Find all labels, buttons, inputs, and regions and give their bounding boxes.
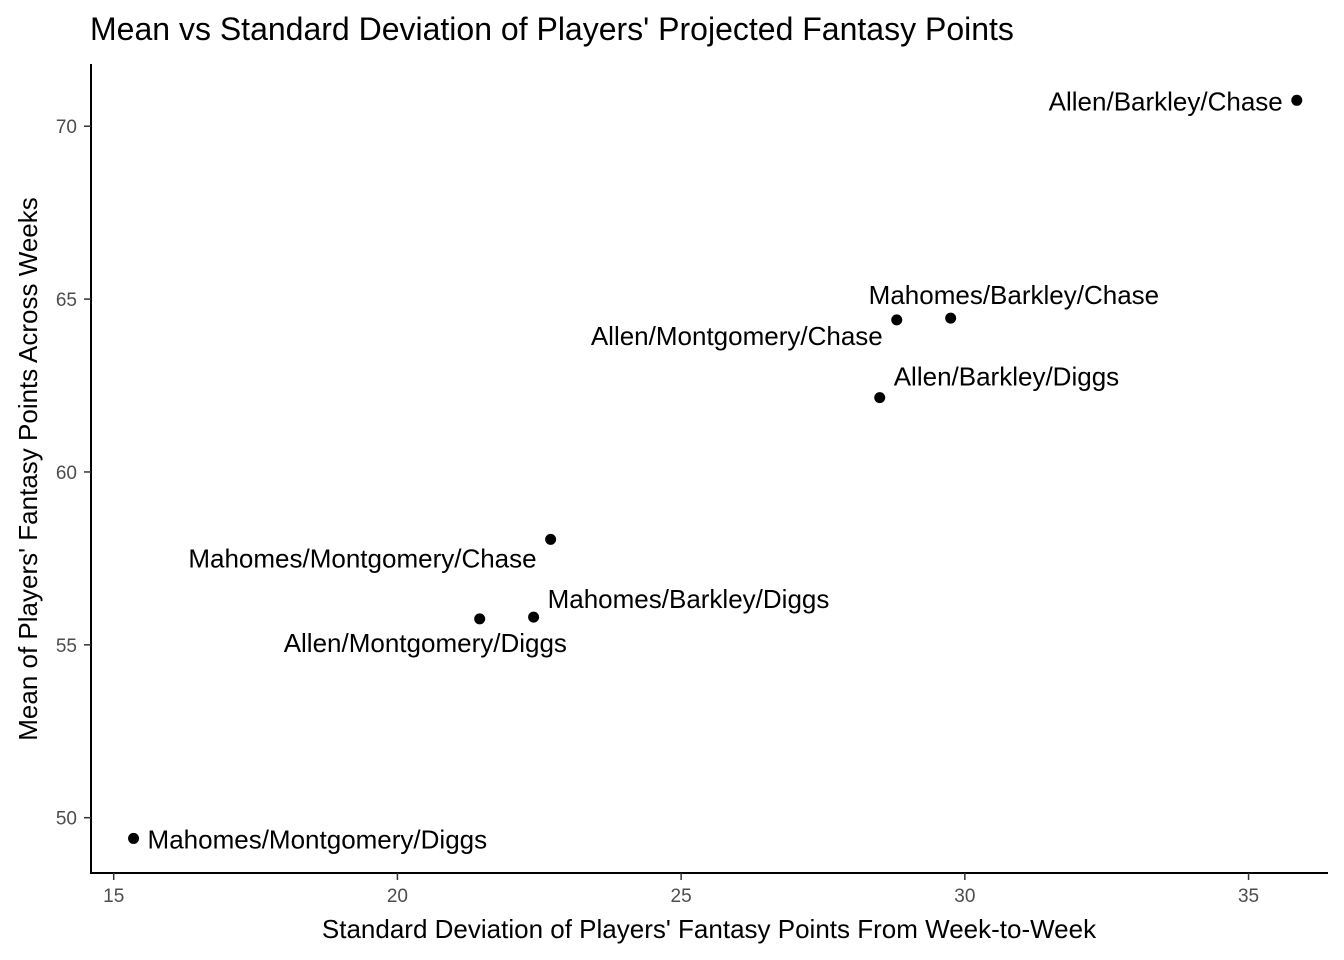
y-tick-label: 70	[56, 117, 77, 138]
point-labels: Allen/Barkley/Chase Mahomes/Barkley/Chase…	[148, 86, 1283, 854]
y-tick-label: 65	[56, 290, 77, 311]
y-tick-label: 60	[56, 463, 77, 484]
x-tick-label: 15	[103, 886, 124, 907]
x-tick-label: 20	[387, 886, 408, 907]
point-label: Mahomes/Barkley/Chase	[869, 280, 1159, 310]
point-label: Allen/Barkley/Chase	[1049, 86, 1283, 116]
data-point	[128, 832, 140, 844]
y-tick-label: 50	[56, 809, 77, 830]
data-point	[945, 312, 957, 324]
data-point	[545, 533, 557, 545]
point-label: Mahomes/Barkley/Diggs	[548, 584, 830, 614]
x-tick-label: 30	[954, 886, 975, 907]
data-point	[874, 392, 886, 404]
data-point	[891, 314, 903, 326]
data-points	[128, 94, 1303, 844]
y-axis-title: Mean of Players' Fantasy Points Across W…	[13, 197, 43, 741]
x-axis-title: Standard Deviation of Players' Fantasy P…	[322, 914, 1097, 944]
data-point	[528, 611, 540, 623]
axes	[90, 64, 1328, 874]
point-label: Allen/Montgomery/Chase	[591, 321, 883, 351]
data-point	[474, 613, 486, 625]
point-label: Mahomes/Montgomery/Diggs	[148, 824, 488, 854]
data-point	[1291, 94, 1303, 106]
x-tick-label: 35	[1238, 886, 1259, 907]
point-label: Mahomes/Montgomery/Chase	[188, 543, 536, 573]
ticks: 15 20 25 30 35 50 55 60 65 70	[56, 117, 1259, 907]
point-label: Allen/Barkley/Diggs	[894, 362, 1119, 392]
y-tick-label: 55	[56, 636, 77, 657]
chart-title: Mean vs Standard Deviation of Players' P…	[90, 11, 1014, 47]
point-label: Allen/Montgomery/Diggs	[284, 628, 567, 658]
x-tick-label: 25	[671, 886, 692, 907]
